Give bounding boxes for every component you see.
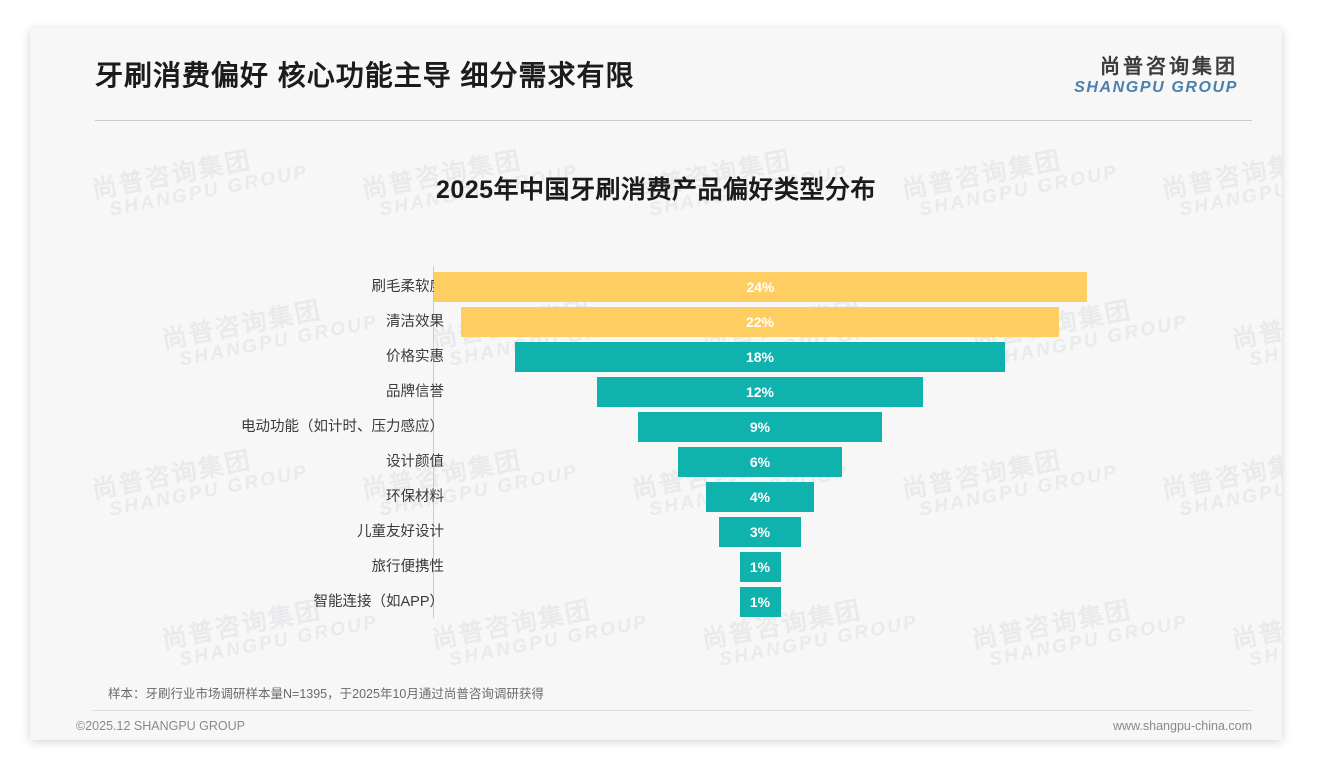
brand-logo-en: SHANGPU GROUP bbox=[1074, 79, 1238, 96]
footer-website: www.shangpu-china.com bbox=[1113, 719, 1252, 733]
brand-logo: 尚普咨询集团 SHANGPU GROUP bbox=[1074, 56, 1238, 97]
category-label: 儿童友好设计 bbox=[357, 524, 444, 540]
funnel-bar[interactable]: 22% bbox=[460, 307, 1060, 337]
category-label: 旅行便携性 bbox=[371, 559, 445, 575]
bar-track: 4% bbox=[30, 482, 1282, 512]
bar-track: 3% bbox=[30, 517, 1282, 547]
funnel-bar[interactable]: 1% bbox=[739, 552, 781, 582]
bar-track: 6% bbox=[30, 447, 1282, 477]
funnel-row: 电动功能（如计时、压力感应） 9% bbox=[30, 412, 1282, 442]
funnel-row: 品牌信誉 12% bbox=[30, 377, 1282, 407]
bar-track: 12% bbox=[30, 377, 1282, 407]
funnel-chart: 刷毛柔软度 24% 清洁效果 22% 价格实惠 18% 品牌信誉 12% 电动功能（如计时、压力… bbox=[30, 266, 1282, 626]
chart-axis-line bbox=[433, 266, 434, 618]
category-label: 刷毛柔软度 bbox=[371, 279, 445, 295]
funnel-bar[interactable]: 1% bbox=[739, 587, 781, 617]
chart-title: 2025年中国牙刷消费产品偏好类型分布 bbox=[435, 176, 877, 204]
funnel-bar[interactable]: 12% bbox=[596, 377, 924, 407]
category-label: 价格实惠 bbox=[386, 349, 444, 365]
funnel-bar[interactable]: 18% bbox=[515, 342, 1005, 372]
funnel-row: 设计颜值 6% bbox=[30, 447, 1282, 477]
footer-copyright: ©2025.12 SHANGPU GROUP bbox=[76, 719, 245, 733]
chart-footnote: 样本：牙刷行业市场调研样本量N=1395，于2025年10月通过尚普咨询调研获得 bbox=[108, 687, 544, 701]
funnel-row: 智能连接（如APP） 1% bbox=[30, 587, 1282, 617]
page-title: 牙刷消费偏好 核心功能主导 细分需求有限 bbox=[95, 60, 635, 91]
funnel-row: 清洁效果 22% bbox=[30, 307, 1282, 337]
funnel-bar[interactable]: 24% bbox=[434, 272, 1087, 302]
funnel-row: 价格实惠 18% bbox=[30, 342, 1282, 372]
funnel-row: 儿童友好设计 3% bbox=[30, 517, 1282, 547]
bar-track: 9% bbox=[30, 412, 1282, 442]
funnel-row: 旅行便携性 1% bbox=[30, 552, 1282, 582]
footer-divider bbox=[92, 710, 1252, 711]
bar-track: 18% bbox=[30, 342, 1282, 372]
funnel-row: 刷毛柔软度 24% bbox=[30, 272, 1282, 302]
funnel-bar[interactable]: 6% bbox=[678, 447, 842, 477]
category-label: 环保材料 bbox=[386, 489, 444, 505]
funnel-bar[interactable]: 9% bbox=[637, 412, 883, 442]
category-label: 电动功能（如计时、压力感应） bbox=[241, 419, 444, 435]
slide-footer: ©2025.12 SHANGPU GROUP www.shangpu-china… bbox=[30, 711, 1282, 740]
slide-card: 尚普咨询集团 SHANGPU GROUP 尚普咨询集团 SHANGPU GROUP 尚普… bbox=[30, 28, 1282, 740]
category-label: 设计颜值 bbox=[386, 454, 444, 470]
bar-track: 24% bbox=[30, 272, 1282, 302]
category-label: 清洁效果 bbox=[386, 314, 444, 330]
funnel-row: 环保材料 4% bbox=[30, 482, 1282, 512]
category-label: 智能连接（如APP） bbox=[313, 594, 444, 610]
slide-header: 牙刷消费偏好 核心功能主导 细分需求有限 尚普咨询集团 SHANGPU GROU… bbox=[30, 28, 1282, 120]
funnel-bar[interactable]: 4% bbox=[705, 482, 815, 512]
category-label: 品牌信誉 bbox=[386, 384, 444, 400]
funnel-bar[interactable]: 3% bbox=[719, 517, 801, 547]
bar-track: 1% bbox=[30, 587, 1282, 617]
bar-track: 1% bbox=[30, 552, 1282, 582]
bar-track: 22% bbox=[30, 307, 1282, 337]
brand-logo-cn: 尚普咨询集团 bbox=[1100, 56, 1238, 78]
header-divider bbox=[95, 120, 1252, 121]
